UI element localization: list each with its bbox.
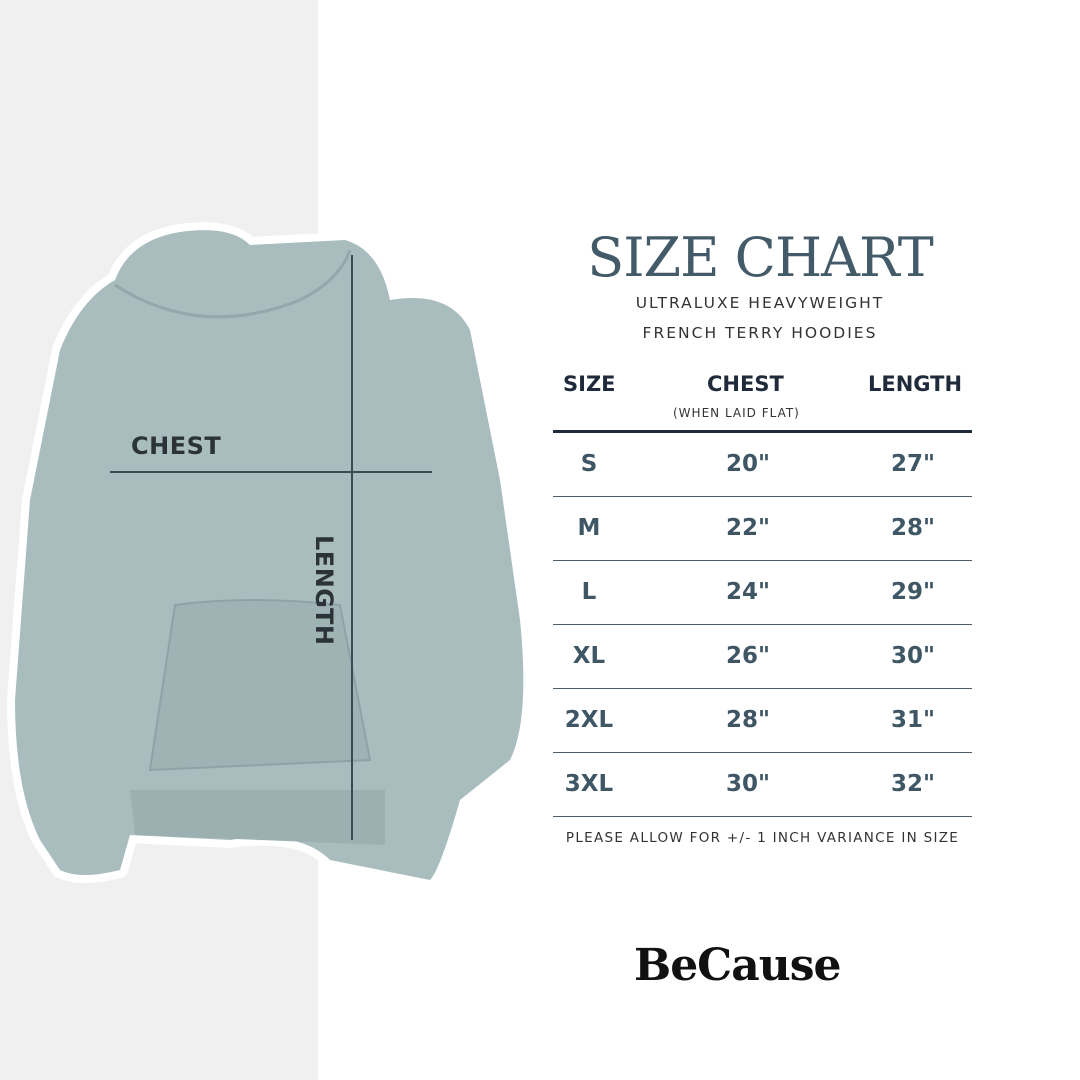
size-table: SIZE CHEST LENGTH (WHEN LAID FLAT) S 20" 2…	[553, 370, 972, 817]
table-row: 2XL 28" 31"	[553, 689, 972, 753]
size-cell: 3XL	[564, 771, 614, 797]
table-row: XL 26" 30"	[553, 625, 972, 689]
table-row: 3XL 30" 32"	[553, 753, 972, 817]
hoodie-body	[15, 230, 524, 880]
chest-label: CHEST	[131, 432, 222, 460]
length-cell: 30"	[891, 643, 935, 669]
size-cell: 2XL	[564, 707, 614, 733]
length-label: LENGTH	[310, 535, 338, 646]
subtitle-line-2: FRENCH TERRY HOODIES	[642, 324, 878, 342]
length-cell: 27"	[891, 451, 935, 477]
header-chest: CHEST	[707, 372, 784, 396]
chest-cell: 30"	[726, 771, 770, 797]
table-row: M 22" 28"	[553, 497, 972, 561]
brand-logo: BeCause	[634, 940, 841, 991]
header-size: SIZE	[563, 372, 616, 396]
size-cell: XL	[572, 643, 606, 669]
table-row: S 20" 27"	[553, 433, 972, 497]
length-cell: 29"	[891, 579, 935, 605]
chest-cell: 24"	[726, 579, 770, 605]
table-header: SIZE CHEST LENGTH (WHEN LAID FLAT)	[553, 370, 972, 433]
length-cell: 28"	[891, 515, 935, 541]
size-cell: M	[577, 515, 601, 541]
chest-note: (WHEN LAID FLAT)	[673, 406, 800, 420]
hoodie-image	[15, 230, 524, 880]
chest-cell: 28"	[726, 707, 770, 733]
size-cell: S	[580, 451, 598, 477]
chest-cell: 26"	[726, 643, 770, 669]
page-title: SIZE CHART	[587, 226, 934, 289]
size-cell: L	[581, 579, 597, 605]
chest-cell: 22"	[726, 515, 770, 541]
length-cell: 32"	[891, 771, 935, 797]
length-cell: 31"	[891, 707, 935, 733]
table-row: L 24" 29"	[553, 561, 972, 625]
chest-cell: 20"	[726, 451, 770, 477]
variance-note: PLEASE ALLOW FOR +/- 1 INCH VARIANCE IN …	[565, 830, 960, 846]
subtitle-line-1: ULTRALUXE HEAVYWEIGHT	[635, 294, 885, 312]
header-length: LENGTH	[868, 372, 963, 396]
